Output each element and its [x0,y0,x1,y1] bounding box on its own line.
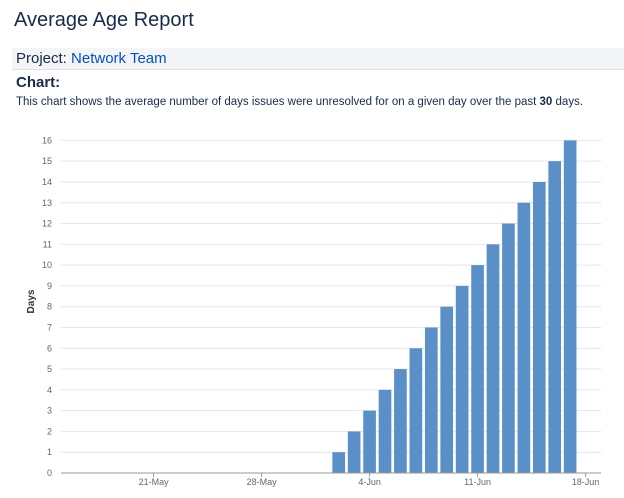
bar [378,389,392,473]
chart-heading: Chart: [16,74,61,91]
bar [563,140,577,474]
y-tick-label: 4 [47,385,52,395]
x-tick-label: 28-May [247,477,278,487]
bar [347,431,361,473]
y-tick-label: 16 [42,135,52,145]
project-link[interactable]: Network Team [71,50,167,67]
bar [532,181,546,473]
bar [440,306,454,473]
project-label: Project: [16,50,67,67]
bar [517,202,531,473]
x-tick-label: 21-May [139,477,170,487]
bar [332,452,346,473]
chart-description: This chart shows the average number of d… [16,96,583,108]
y-tick-label: 5 [47,364,52,374]
bar [424,327,438,473]
y-tick-label: 1 [47,447,52,457]
y-axis-title: Days [26,289,37,313]
bar [394,369,407,473]
y-tick-label: 13 [42,198,52,208]
x-tick-label: 4-Jun [358,477,381,487]
y-tick-label: 8 [47,302,52,312]
y-tick-label: 12 [42,219,52,229]
bar [471,265,484,473]
bar [486,244,500,473]
project-bar: Project: Network Team [12,48,624,70]
bar [409,348,423,473]
y-tick-label: 0 [47,468,52,478]
bar [363,410,376,473]
bar [548,161,562,473]
y-tick-label: 6 [47,343,52,353]
bar [502,223,515,473]
page-title: Average Age Report [14,9,194,31]
description-days: 30 [539,96,553,108]
y-tick-label: 3 [47,406,52,416]
y-tick-label: 10 [42,260,52,270]
y-tick-label: 14 [42,177,52,187]
bar [455,285,469,473]
x-tick-label: 18-Jun [572,477,600,487]
description-suffix: days. [552,96,584,108]
description-text: This chart shows the average number of d… [16,96,540,108]
y-tick-label: 15 [42,156,52,166]
x-tick-label: 11-Jun [464,477,491,487]
y-tick-label: 9 [47,281,52,291]
y-tick-label: 2 [47,426,52,436]
y-tick-label: 7 [47,322,52,332]
y-tick-label: 11 [43,239,52,249]
